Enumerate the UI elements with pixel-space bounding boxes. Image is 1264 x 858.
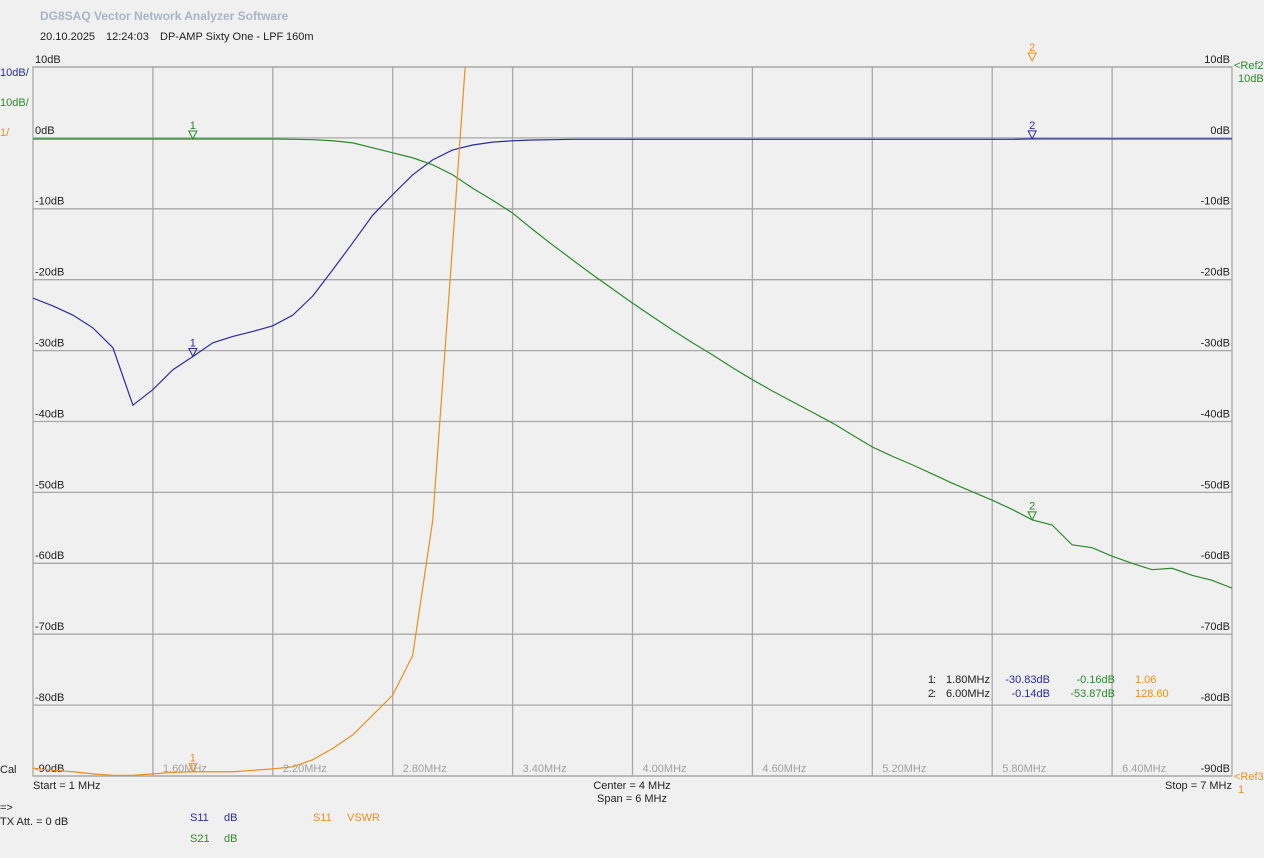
x-tick-label: 3.40MHz bbox=[523, 763, 567, 775]
y-tick-label: -20dB bbox=[35, 267, 64, 279]
y2-tick-label: -90dB bbox=[1201, 763, 1230, 775]
stop: Stop = 7 MHz bbox=[1165, 780, 1232, 792]
marker-colon: : bbox=[933, 688, 936, 700]
y2-tick-label: -10dB bbox=[1201, 196, 1230, 208]
app-title: DG8SAQ Vector Network Analyzer Software bbox=[40, 9, 289, 23]
marker-s11: -30.83dB bbox=[1005, 674, 1050, 686]
legend-name: S11 bbox=[313, 812, 332, 824]
description: DP-AMP Sixty One - LPF bbox=[160, 31, 284, 43]
s11-scale: 10dB/ bbox=[0, 67, 30, 79]
tx-att: TX Att. = 0 dB bbox=[0, 816, 68, 828]
ref2-value: 10dB bbox=[1238, 73, 1264, 85]
marker-number: 1 bbox=[928, 674, 934, 686]
start: Start = 1 MHz bbox=[33, 780, 101, 792]
y2-tick-label: -20dB bbox=[1201, 267, 1230, 279]
y-tick-label: 10dB bbox=[35, 54, 61, 66]
y2-tick-label: -40dB bbox=[1201, 408, 1230, 420]
y-tick-label: -40dB bbox=[35, 408, 64, 420]
vswr-scale: 1/ bbox=[0, 127, 10, 139]
legend-name: S21 bbox=[190, 833, 210, 845]
y2-tick-label: 10dB bbox=[1204, 54, 1230, 66]
marker-label: 1 bbox=[190, 120, 196, 132]
y2-tick-label: -80dB bbox=[1201, 692, 1230, 704]
x-tick-label: 5.20MHz bbox=[882, 763, 926, 775]
y2-tick-label: -30dB bbox=[1201, 338, 1230, 350]
marker-freq: 1.80MHz bbox=[946, 674, 990, 686]
y-tick-label: -80dB bbox=[35, 692, 64, 704]
y2-tick-label: 0dB bbox=[1210, 125, 1230, 137]
marker-vswr: 1.06 bbox=[1135, 674, 1156, 686]
marker-s11: -0.14dB bbox=[1011, 688, 1050, 700]
legend-unit: dB bbox=[224, 812, 237, 824]
y2-tick-label: -50dB bbox=[1201, 479, 1230, 491]
y2-tick-label: -60dB bbox=[1201, 550, 1230, 562]
marker-triangle bbox=[188, 347, 198, 358]
y-tick-label: -70dB bbox=[35, 621, 64, 633]
center: Center = 4 MHz bbox=[593, 780, 670, 792]
legend-unit: dB bbox=[224, 833, 237, 845]
marker-triangle bbox=[1027, 130, 1037, 141]
chart-layer: 10dB 10dB 0dB 0dB -10dB -10dB -20dB -20dB -30dB -… bbox=[33, 42, 1232, 845]
ref3-value: 1 bbox=[1238, 784, 1244, 796]
date: 20.10.2025 bbox=[40, 31, 95, 43]
y-tick-label: -10dB bbox=[35, 196, 64, 208]
ref3: <Ref3 bbox=[1234, 771, 1264, 783]
marker-number: 2 bbox=[928, 688, 934, 700]
marker-colon: : bbox=[933, 674, 936, 686]
x-tick-label: 4.00MHz bbox=[643, 763, 687, 775]
x-tick-label: 2.80MHz bbox=[403, 763, 447, 775]
legend-name: S11 bbox=[190, 812, 209, 824]
marker-label: 1 bbox=[190, 337, 196, 349]
ref2: <Ref2 bbox=[1234, 60, 1264, 72]
y-tick-label: 0dB bbox=[35, 125, 55, 137]
legend-unit: VSWR bbox=[347, 812, 380, 824]
marker-label: 1 bbox=[190, 753, 196, 765]
cal: Cal bbox=[0, 764, 17, 776]
marker-freq: 6.00MHz bbox=[946, 688, 990, 700]
span: Span = 6 MHz bbox=[597, 793, 667, 805]
y-tick-label: -30dB bbox=[35, 338, 64, 350]
x-tick-label: 4.60MHz bbox=[762, 763, 806, 775]
marker-triangle bbox=[188, 130, 198, 141]
marker-s21: -53.87dB bbox=[1070, 688, 1115, 700]
time: 12:24:03 bbox=[106, 31, 149, 43]
y2-tick-label: -70dB bbox=[1201, 621, 1230, 633]
trace bbox=[33, 67, 466, 776]
arrow: => bbox=[0, 802, 13, 814]
marker-s21: -0.16dB bbox=[1076, 674, 1115, 686]
marker-triangle bbox=[1027, 52, 1037, 63]
y-tick-label: -50dB bbox=[35, 479, 64, 491]
marker-label: 2 bbox=[1029, 42, 1035, 54]
x-tick-label: 2.20MHz bbox=[283, 763, 327, 775]
marker-label: 2 bbox=[1029, 120, 1035, 132]
marker-label: 2 bbox=[1029, 501, 1035, 513]
y-tick-label: -90dB bbox=[35, 763, 64, 775]
band: 160m bbox=[286, 31, 314, 43]
y-tick-label: -60dB bbox=[35, 550, 64, 562]
x-tick-label: 6.40MHz bbox=[1122, 763, 1166, 775]
x-tick-label: 5.80MHz bbox=[1002, 763, 1046, 775]
marker-vswr: 128.60 bbox=[1135, 688, 1169, 700]
s21-scale: 10dB/ bbox=[0, 97, 30, 109]
marker-triangle bbox=[1027, 511, 1037, 521]
marker-triangle bbox=[188, 763, 198, 773]
